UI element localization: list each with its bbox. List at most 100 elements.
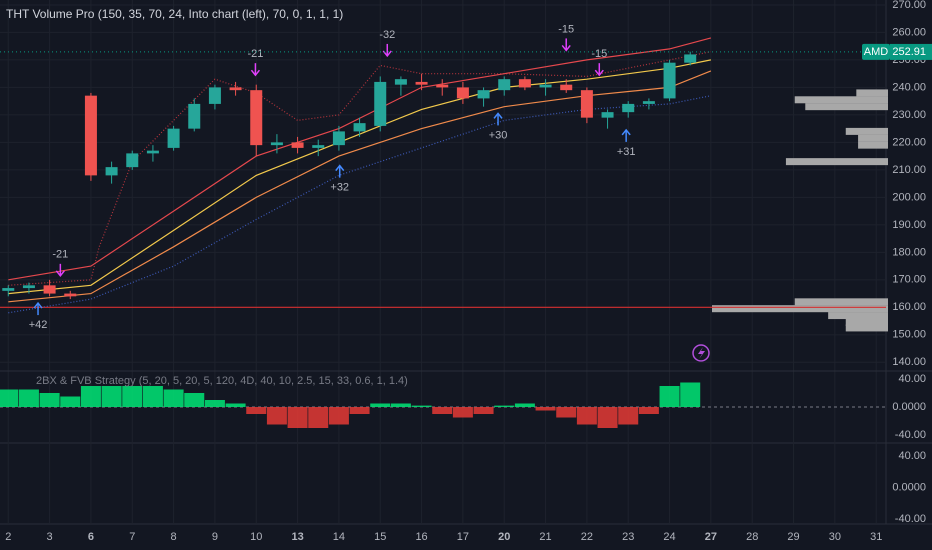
volume-profile-bar [858, 141, 888, 149]
histogram-bar [204, 400, 225, 407]
x-tick-label: 17 [457, 531, 469, 543]
signal-label: -21 [52, 249, 68, 261]
y-tick-label: 0.0000 [892, 481, 926, 493]
signal-arrowhead [33, 301, 43, 309]
indicator-title: 2BX & FVB Strategy (5, 20, 5, 20, 5, 120… [36, 375, 408, 387]
x-tick-label: 21 [539, 531, 551, 543]
x-tick-label: 31 [870, 531, 882, 543]
y-tick-label: 140.00 [892, 356, 926, 368]
histogram-bar [452, 407, 473, 418]
y-tick-label: 230.00 [892, 109, 926, 121]
x-tick-label: 29 [787, 531, 799, 543]
x-tick-label: 13 [291, 531, 303, 543]
signal-arrowhead [382, 50, 392, 58]
histogram-bar [494, 405, 515, 407]
histogram-bar [246, 407, 267, 414]
candle-body [560, 84, 573, 91]
signal-arrowhead [335, 164, 345, 172]
histogram-bar [680, 382, 701, 407]
band-line [8, 51, 712, 286]
volume-profile-bar [794, 298, 888, 306]
candle-body [332, 131, 345, 146]
volume-profile-bar [856, 89, 888, 97]
y-tick-label: 220.00 [892, 136, 926, 148]
x-tick-label: 22 [581, 531, 593, 543]
candle-body [642, 101, 655, 104]
histogram-bar [411, 405, 432, 407]
volume-profile-bar [858, 134, 888, 142]
alert-bolt [698, 347, 705, 359]
x-tick-label: 7 [129, 531, 135, 543]
x-tick-label: 6 [88, 531, 94, 543]
histogram-bar [225, 403, 246, 407]
candle-body [229, 87, 242, 91]
y-tick-label: -40.00 [895, 513, 926, 525]
candle-body [22, 285, 35, 289]
x-tick-label: 15 [374, 531, 386, 543]
y-tick-label: 270.00 [892, 0, 926, 11]
histogram-bar [597, 407, 618, 428]
signal-arrowhead [250, 69, 261, 77]
y-tick-label: 40.00 [898, 450, 926, 462]
x-tick-label: 2 [5, 531, 11, 543]
volume-profile-bar [712, 305, 888, 313]
signal-arrowhead [55, 270, 65, 278]
signal-label: +42 [29, 319, 48, 331]
candle-body [43, 285, 56, 294]
y-tick-label: -40.00 [895, 429, 926, 441]
candle-body [84, 95, 97, 176]
x-tick-label: 3 [47, 531, 53, 543]
symbol-tag [862, 43, 890, 60]
x-tick-label: 27 [705, 531, 717, 543]
candle-body [456, 87, 469, 99]
candle-body [498, 79, 511, 91]
x-tick-label: 10 [250, 531, 262, 543]
histogram-bar [370, 403, 391, 407]
volume-profile-bar [828, 312, 888, 320]
histogram-bar [101, 386, 122, 407]
x-tick-label: 9 [212, 531, 218, 543]
y-tick-label: 170.00 [892, 274, 926, 286]
x-tick-label: 30 [829, 531, 841, 543]
signal-label: -15 [558, 23, 574, 35]
alert-icon[interactable] [692, 344, 710, 362]
histogram-bar [0, 389, 19, 407]
candle-body [167, 128, 180, 148]
histogram-bar [142, 386, 163, 407]
candle-body [580, 90, 593, 118]
candle-body [312, 145, 325, 148]
x-tick-label: 28 [746, 531, 758, 543]
candle-body [436, 84, 449, 88]
candle-body [684, 54, 697, 63]
candle-body [146, 150, 159, 154]
signal-label: -32 [379, 29, 395, 41]
candle-body [601, 112, 614, 118]
candle-body [374, 81, 387, 126]
band-line [8, 59, 712, 295]
histogram-bar [60, 396, 81, 407]
candle-body [126, 153, 139, 168]
signal-label: +31 [617, 146, 636, 158]
x-tick-label: 20 [498, 531, 510, 543]
candle-body [208, 87, 221, 104]
candle-body [105, 167, 118, 176]
y-tick-label: 150.00 [892, 329, 926, 341]
signal-arrowhead [561, 44, 571, 52]
y-tick-label: 190.00 [892, 219, 926, 231]
histogram-bar [618, 407, 639, 425]
y-tick-label: 0.0000 [892, 401, 926, 413]
candle-body [518, 79, 531, 88]
histogram-bar [122, 386, 143, 407]
volume-profile-bar [845, 127, 888, 135]
symbol-tag-text: AMD [864, 46, 889, 58]
candle-body [2, 288, 15, 291]
candle-body [270, 142, 283, 146]
volume-profile-bar [845, 318, 888, 326]
x-tick-label: 8 [171, 531, 177, 543]
chart-title: THT Volume Pro (150, 35, 70, 24, Into ch… [6, 7, 343, 21]
histogram-bar [432, 407, 453, 414]
histogram-bar [39, 393, 60, 407]
band-line [8, 37, 712, 281]
signal-label: -21 [247, 48, 263, 60]
last-price-text: 252.91 [892, 46, 926, 58]
